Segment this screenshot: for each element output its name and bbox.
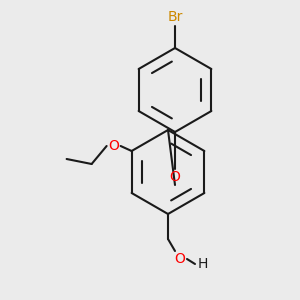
Text: H: H — [198, 257, 208, 271]
Text: O: O — [175, 252, 185, 266]
Text: Br: Br — [167, 10, 183, 24]
Text: O: O — [169, 170, 180, 184]
Text: O: O — [108, 139, 119, 153]
